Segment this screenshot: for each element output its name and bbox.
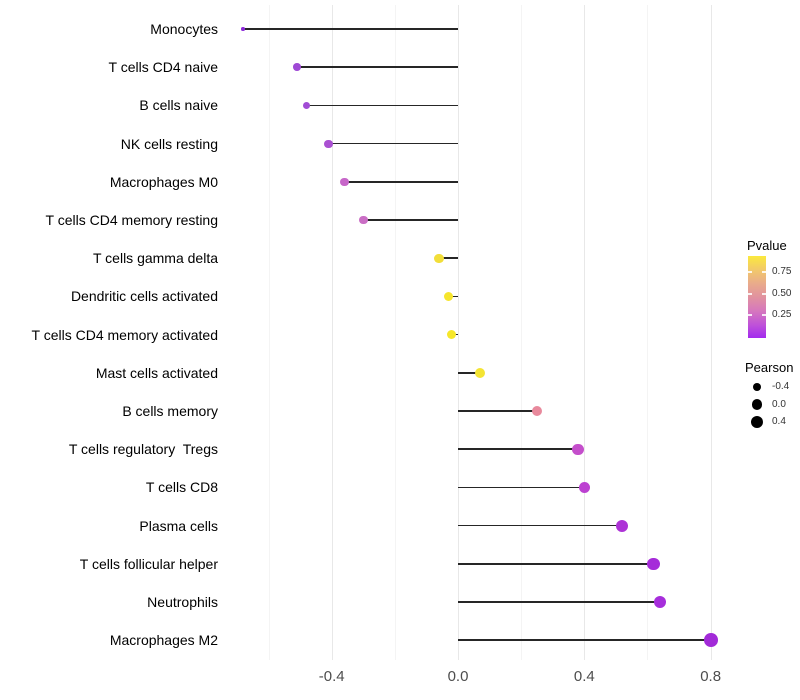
y-axis-label: Macrophages M0: [109, 173, 218, 190]
lollipop-stick: [296, 66, 458, 68]
major-gridline: [331, 5, 333, 660]
y-axis-label: Mast cells activated: [95, 364, 218, 381]
y-axis-label: T cells CD4 naive: [108, 59, 218, 76]
lollipop-stick: [363, 219, 458, 221]
lollipop-dot: [653, 595, 667, 609]
lollipop-dot: [531, 405, 543, 417]
lollipop-dot: [703, 633, 718, 648]
y-axis-label: Plasma cells: [139, 517, 218, 534]
lollipop-stick: [458, 372, 481, 374]
lollipop-stick: [458, 601, 661, 603]
lollipop-stick: [458, 563, 654, 565]
lollipop-dot: [572, 443, 584, 455]
major-gridline: [458, 5, 459, 660]
lollipop-dot: [302, 101, 311, 110]
pvalue-tick-label: 0.75: [772, 266, 792, 277]
major-gridline: [710, 5, 712, 660]
y-axis-label: T cells follicular helper: [79, 555, 218, 572]
lollipop-dot: [578, 481, 591, 494]
lollipop-dot: [324, 139, 333, 148]
pvalue-tick-mark: [762, 271, 766, 273]
pearson-legend-title: Pearson: [745, 360, 794, 375]
y-axis-label: Neutrophils: [147, 594, 218, 610]
lollipop-dot: [647, 557, 661, 571]
pvalue-legend-title: Pvalue: [747, 238, 787, 253]
y-axis-label: B cells naive: [139, 97, 218, 114]
pvalue-tick-mark: [748, 314, 752, 316]
y-axis-label: T cells CD4 memory activated: [31, 326, 218, 343]
lollipop-stick: [458, 410, 537, 412]
y-axis-label: NK cells resting: [120, 135, 218, 152]
lollipop-dot: [293, 63, 301, 71]
lollipop-stick: [448, 295, 458, 298]
y-axis-label: Macrophages M2: [109, 632, 218, 649]
pvalue-gradient-bar: [748, 256, 766, 338]
x-axis-tick-label: 0.8: [700, 668, 722, 685]
minor-gridline: [394, 5, 396, 660]
pearson-size-dot: [751, 399, 763, 410]
lollipop-dot: [241, 27, 246, 31]
minor-gridline: [268, 5, 270, 660]
lollipop-stick: [458, 524, 623, 527]
pvalue-tick-mark: [762, 292, 766, 295]
pearson-size-dot: [752, 382, 762, 392]
pearson-size-dot: [750, 415, 764, 429]
lollipop-stick: [458, 448, 578, 450]
pvalue-tick-label: 0.25: [772, 309, 792, 320]
pearson-size-label: -0.4: [772, 381, 790, 392]
pvalue-tick-mark: [748, 271, 752, 273]
y-axis-label: Monocytes: [150, 21, 218, 37]
y-axis-label: T cells regulatory Tregs: [68, 441, 218, 458]
lollipop-dot: [475, 367, 486, 378]
pvalue-tick-mark: [762, 314, 766, 316]
minor-gridline: [647, 5, 649, 660]
lollipop-stick: [328, 142, 458, 145]
y-axis-label: T cells CD8: [145, 479, 218, 496]
lollipop-dot: [443, 291, 454, 302]
major-gridline: [584, 5, 586, 660]
x-axis-tick-label: 0.0: [447, 668, 469, 685]
lollipop-dot: [434, 253, 444, 263]
y-axis-label: B cells memory: [122, 403, 218, 419]
y-axis-label: Dendritic cells activated: [70, 288, 218, 305]
lollipop-stick: [243, 28, 458, 30]
y-axis-label: T cells CD4 memory resting: [45, 212, 218, 228]
lollipop-stick: [458, 639, 711, 641]
x-axis-tick-label: 0.4: [573, 668, 595, 685]
lollipop-stick: [344, 181, 458, 183]
pearson-size-label: 0.4: [772, 416, 786, 427]
lollipop-dot: [446, 329, 457, 340]
pearson-size-label: 0.0: [772, 398, 786, 410]
lollipop-dot: [358, 215, 368, 225]
minor-gridline: [521, 5, 523, 660]
lollipop-stick: [458, 486, 585, 489]
lollipop-dot: [340, 177, 349, 187]
lollipop-dot: [616, 519, 629, 532]
pvalue-tick-mark: [748, 292, 752, 295]
x-axis-tick-label: -0.4: [318, 668, 345, 685]
lollipop-stick: [306, 104, 458, 107]
lollipop-stick: [439, 257, 458, 259]
pvalue-tick-label: 0.50: [772, 287, 792, 299]
y-axis-label: T cells gamma delta: [92, 250, 218, 267]
